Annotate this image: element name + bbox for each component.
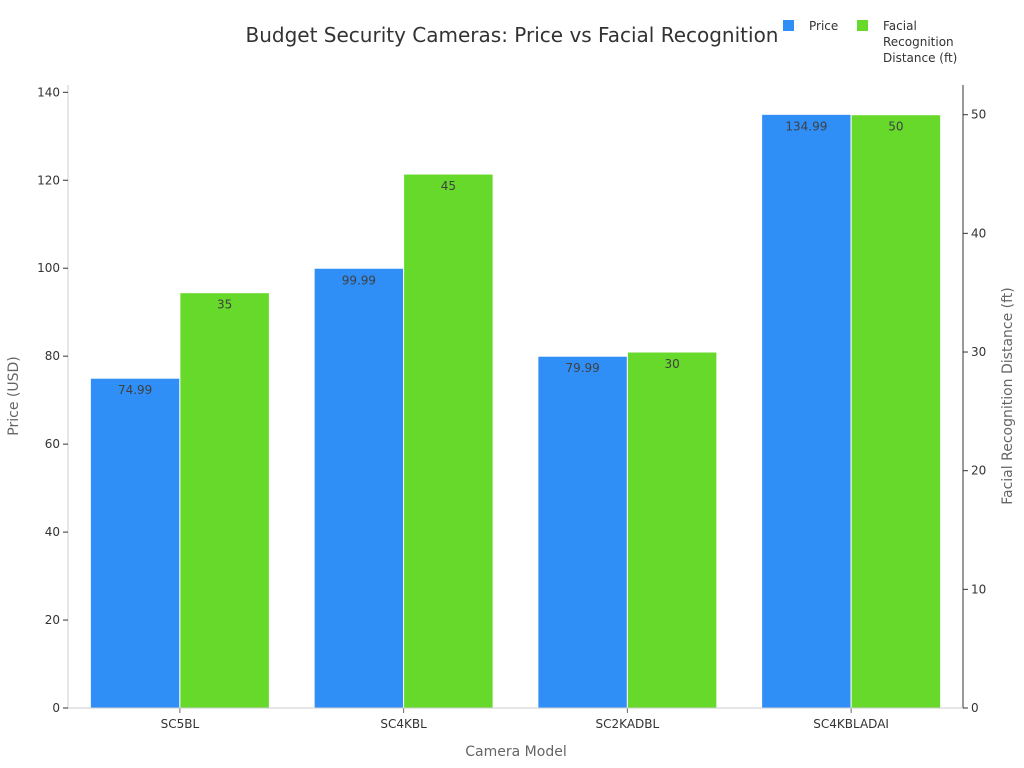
data-label-facial-distance-sc4kbladai: 50 [888,120,903,134]
data-label-facial-distance-sc5bl: 35 [217,298,232,312]
legend-swatch-facial-distance [857,20,868,31]
left-axis: 0 20 40 60 80 100 120 140 [37,85,69,715]
x-tick-label: SC5BL [161,717,200,731]
legend-swatch-price [783,20,794,31]
y-axis-label: Price (USD) [6,356,22,435]
y2-tick-label: 50 [971,108,986,122]
bar-price-sc4kbl [313,267,405,709]
y2-tick-label: 40 [971,226,986,240]
y-tick-label: 40 [45,525,60,539]
bars-group [89,113,942,709]
bar-price-sc2kadbl [537,355,628,709]
bar-price-sc4kbladai [761,113,852,709]
legend: Price Facial Recognition Distance (ft) [783,19,957,65]
y-tick-label: 80 [45,349,60,363]
data-label-facial-distance-sc4kbl: 45 [441,179,456,193]
y-tick-label: 100 [37,261,60,275]
x-tick-label: SC2KADBL [596,717,660,731]
data-label-price-sc4kbladai: 134.99 [785,119,827,133]
legend-label-price: Price [809,19,838,33]
right-axis: 0 10 20 30 40 50 [962,85,986,715]
legend-label-facial-distance: Recognition [883,35,954,49]
data-label-facial-distance-sc2kadbl: 30 [664,357,679,371]
bar-facial-distance-sc2kadbl [626,351,718,709]
y-tick-label: 120 [37,173,60,187]
x-tick-label: SC4KBLADAI [813,717,889,731]
y2-tick-label: 30 [971,345,986,359]
y2-tick-label: 10 [971,582,986,596]
x-axis-label: Camera Model [465,744,566,760]
data-labels-group: 74.99 35 99.99 45 79.99 30 134.99 50 [118,119,904,397]
chart-title: Budget Security Cameras: Price vs Facial… [246,23,779,47]
data-label-price-sc2kadbl: 79.99 [565,361,599,375]
data-label-price-sc4kbl: 99.99 [342,273,376,287]
x-axis: SC5BL SC4KBL SC2KADBL SC4KBLADAI [68,707,963,731]
y-tick-label: 140 [37,85,60,99]
legend-label-facial-distance: Facial [883,19,917,33]
bar-price-sc5bl [89,377,181,709]
y2-axis-label: Facial Recognition Distance (ft) [1000,287,1016,505]
y2-tick-label: 0 [971,701,979,715]
bar-facial-distance-sc5bl [179,292,270,709]
legend-label-facial-distance: Distance (ft) [883,51,957,65]
bar-facial-distance-sc4kbl [403,173,494,709]
y-tick-label: 20 [45,613,60,627]
y-tick-label: 0 [52,701,60,715]
x-tick-label: SC4KBL [380,717,427,731]
y-tick-label: 60 [45,437,60,451]
y2-tick-label: 20 [971,464,986,478]
data-label-price-sc5bl: 74.99 [118,383,152,397]
bar-facial-distance-sc4kbladai [850,114,942,709]
